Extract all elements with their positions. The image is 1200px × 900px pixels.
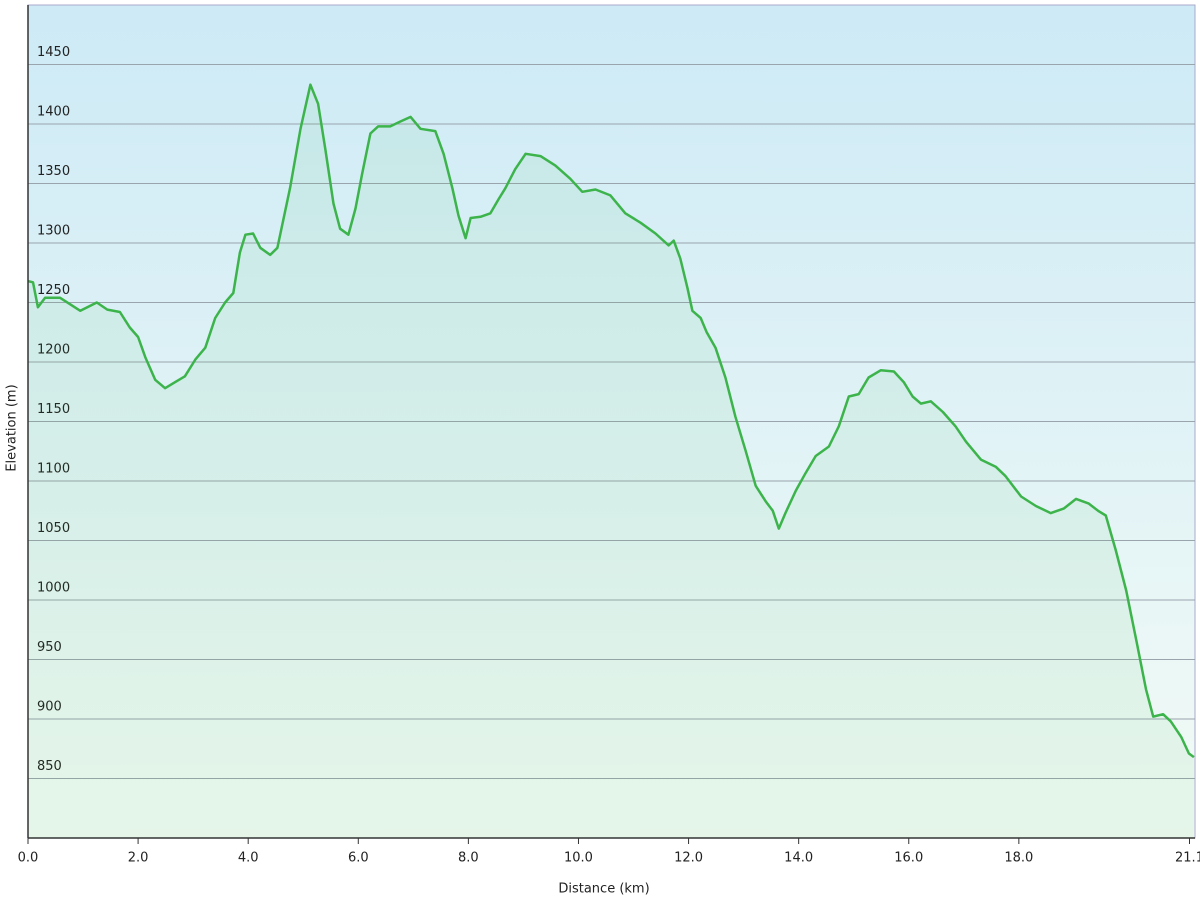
elevation-line bbox=[27, 83, 1195, 759]
y-tick-label: 1200 bbox=[37, 343, 70, 358]
y-axis-label: Elevation (m) bbox=[5, 384, 20, 471]
x-tick-label: 18.0 bbox=[1004, 851, 1033, 866]
x-tick-label: 0.0 bbox=[18, 851, 39, 866]
y-tick-label: 1450 bbox=[37, 45, 70, 60]
x-tick-label: 6.0 bbox=[348, 851, 369, 866]
y-tick-label: 850 bbox=[37, 759, 62, 774]
y-tick-label: 1100 bbox=[37, 462, 70, 477]
y-tick-label: 1350 bbox=[37, 164, 70, 179]
x-tick-label: 4.0 bbox=[238, 851, 259, 866]
y-tick-label: 900 bbox=[37, 700, 62, 715]
x-tick-label: 21.1 bbox=[1175, 851, 1200, 866]
x-tick-label: 10.0 bbox=[564, 851, 593, 866]
x-tick-label: 12.0 bbox=[674, 851, 703, 866]
y-tick-label: 1400 bbox=[37, 105, 70, 120]
y-tick-label: 1250 bbox=[37, 283, 70, 298]
x-tick-label: 16.0 bbox=[894, 851, 923, 866]
y-tick-label: 1150 bbox=[37, 402, 70, 417]
y-tick-label: 1300 bbox=[37, 224, 70, 239]
y-tick-label: 1000 bbox=[37, 581, 70, 596]
x-tick-label: 2.0 bbox=[128, 851, 149, 866]
x-tick-label: 8.0 bbox=[458, 851, 479, 866]
x-tick-label: 14.0 bbox=[784, 851, 813, 866]
y-tick-label: 950 bbox=[37, 640, 62, 655]
y-tick-label: 1050 bbox=[37, 521, 70, 536]
x-axis-label: Distance (km) bbox=[558, 882, 649, 897]
elevation-area bbox=[28, 84, 1194, 838]
